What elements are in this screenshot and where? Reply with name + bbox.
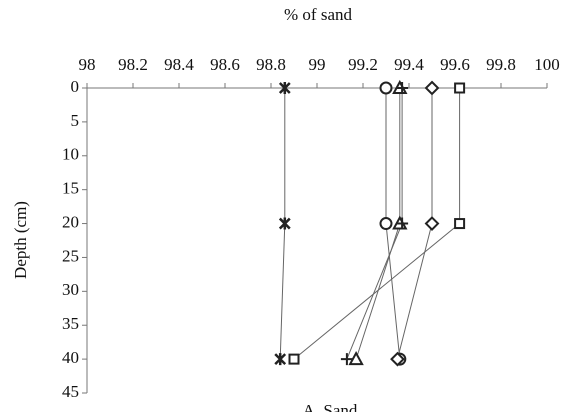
- caption: A. Sand: [303, 401, 358, 412]
- y-tick-label: 25: [62, 246, 79, 265]
- x-tick-label: 99.8: [486, 55, 516, 74]
- x-tick-label: 99.4: [394, 55, 424, 74]
- y-tick-label: 45: [62, 382, 79, 401]
- y-axis-label: Depth (cm): [11, 201, 30, 279]
- y-tick-label: 15: [62, 179, 79, 198]
- marker: [288, 353, 300, 365]
- y-tick-label: 20: [62, 212, 79, 231]
- marker: [348, 351, 364, 366]
- marker: [379, 81, 393, 95]
- marker: [390, 351, 405, 367]
- marker: [396, 217, 409, 230]
- x-tick-label: 98.4: [164, 55, 194, 74]
- x-tick-label: 99: [309, 55, 326, 74]
- marker: [340, 353, 353, 366]
- marker: [454, 82, 466, 94]
- marker: [396, 82, 409, 94]
- y-tick-label: 0: [71, 77, 80, 96]
- marker: [424, 80, 440, 96]
- y-tick-label: 40: [62, 348, 79, 367]
- x-tick-label: 98.2: [118, 55, 148, 74]
- marker: [278, 217, 291, 230]
- marker: [454, 218, 466, 230]
- y-tick-label: 35: [62, 314, 79, 333]
- y-tick-label: 30: [62, 280, 79, 299]
- marker: [424, 216, 440, 231]
- x-tick-label: 98: [79, 55, 96, 74]
- y-tick-label: 10: [62, 145, 79, 164]
- x-axis-label: % of sand: [284, 5, 352, 24]
- y-tick-label: 5: [71, 111, 80, 130]
- marker: [278, 82, 291, 94]
- x-tick-label: 99.6: [440, 55, 470, 74]
- series-line: [346, 88, 403, 360]
- x-tick-label: 99.2: [348, 55, 378, 74]
- x-tick-label: 98.8: [256, 55, 286, 74]
- series-line: [355, 88, 401, 360]
- x-tick-label: 98.6: [210, 55, 240, 74]
- marker: [379, 217, 393, 231]
- marker: [274, 353, 287, 366]
- x-tick-label: 100: [534, 55, 560, 74]
